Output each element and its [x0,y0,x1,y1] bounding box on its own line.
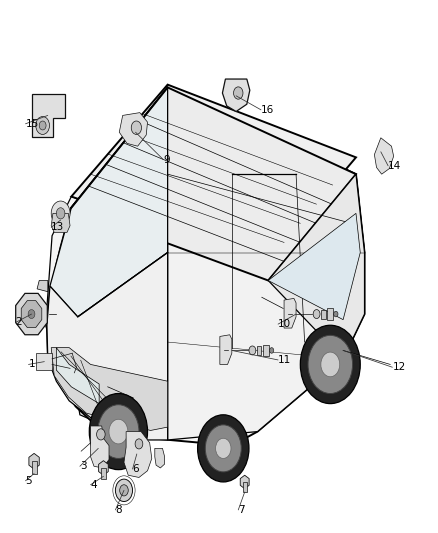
Polygon shape [29,454,39,469]
Text: 3: 3 [80,461,87,471]
Bar [101,468,106,479]
Polygon shape [124,432,152,478]
Circle shape [98,405,139,458]
Polygon shape [155,448,165,468]
Text: 5: 5 [25,476,32,486]
Circle shape [321,352,340,377]
Text: 2: 2 [16,318,22,327]
Polygon shape [223,79,250,111]
Circle shape [215,438,231,458]
Polygon shape [71,85,356,264]
Circle shape [135,439,143,449]
Bar [243,482,247,492]
Text: 12: 12 [392,362,406,372]
Circle shape [334,311,338,317]
Polygon shape [268,174,364,359]
Polygon shape [47,253,168,440]
Polygon shape [21,301,42,327]
Circle shape [198,415,249,482]
Text: 15: 15 [25,119,39,129]
Circle shape [308,335,353,393]
Polygon shape [71,87,356,280]
Bar [257,346,261,355]
Polygon shape [32,94,65,136]
Polygon shape [91,426,109,468]
Text: 16: 16 [261,105,274,115]
Circle shape [39,121,46,130]
Bar [327,309,333,320]
Circle shape [57,208,65,219]
Polygon shape [46,197,266,437]
Text: 13: 13 [51,222,64,232]
Polygon shape [51,213,70,232]
Circle shape [269,348,274,353]
Text: 4: 4 [91,480,97,490]
Circle shape [28,310,35,319]
Polygon shape [36,353,52,370]
Circle shape [300,325,360,403]
Polygon shape [119,112,148,146]
Polygon shape [99,461,108,475]
Circle shape [36,117,49,134]
Circle shape [96,429,105,440]
Circle shape [233,87,243,99]
Text: 11: 11 [278,355,291,365]
Bar [32,461,37,473]
Circle shape [89,393,148,470]
Circle shape [249,346,256,355]
Polygon shape [57,348,99,403]
Bar [321,310,325,319]
Polygon shape [47,87,364,446]
Polygon shape [50,87,168,317]
Polygon shape [268,213,360,320]
Text: 14: 14 [388,161,401,171]
Circle shape [313,310,320,319]
Circle shape [51,201,70,225]
Text: 8: 8 [115,505,122,515]
Text: 1: 1 [28,359,35,369]
Polygon shape [168,87,364,440]
Text: 10: 10 [278,319,291,329]
Circle shape [109,419,128,444]
Circle shape [115,479,133,502]
Bar [263,345,269,356]
Text: 9: 9 [163,155,170,165]
Polygon shape [51,348,168,431]
Text: 6: 6 [133,464,139,474]
Polygon shape [37,280,48,292]
Circle shape [131,121,141,134]
Circle shape [205,425,241,472]
Polygon shape [284,298,296,328]
Polygon shape [374,138,394,174]
Polygon shape [220,335,232,365]
Polygon shape [240,475,249,489]
Polygon shape [16,293,47,335]
Text: 7: 7 [238,505,245,515]
Circle shape [120,484,128,496]
